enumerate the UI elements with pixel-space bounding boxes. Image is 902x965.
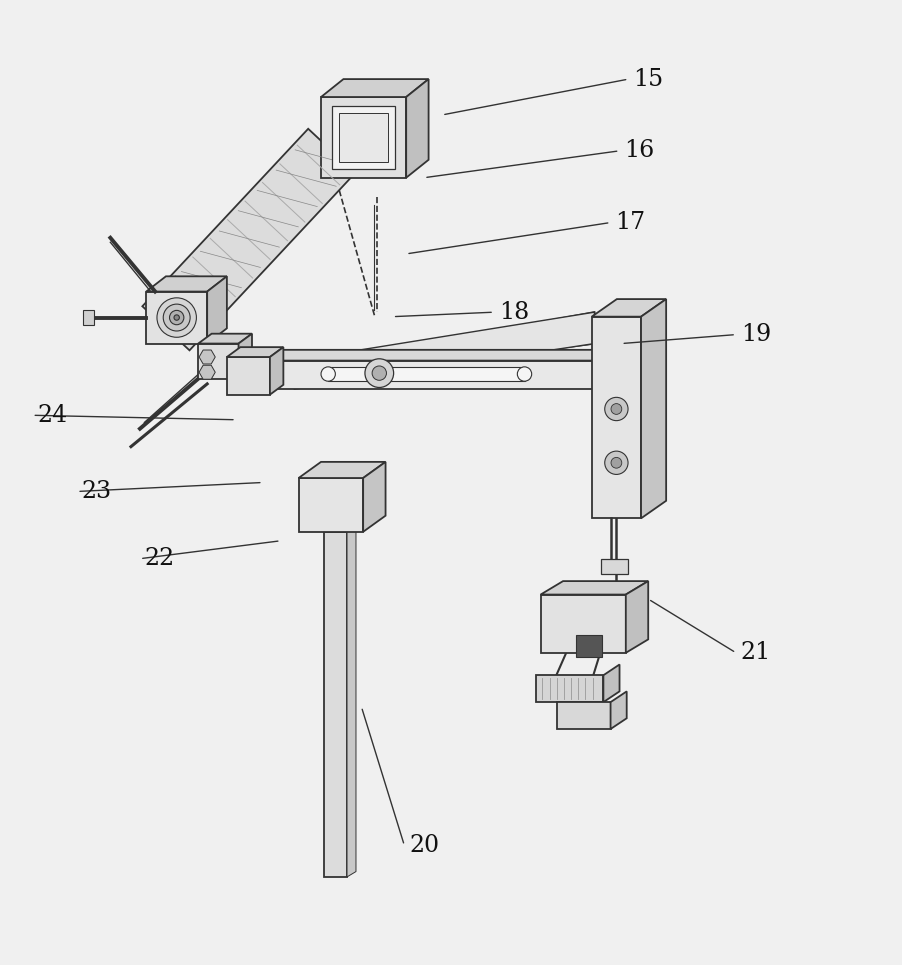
Text: 15: 15 bbox=[633, 68, 663, 91]
Circle shape bbox=[611, 403, 621, 414]
Polygon shape bbox=[198, 344, 238, 379]
Circle shape bbox=[373, 366, 386, 380]
Text: 22: 22 bbox=[144, 547, 175, 570]
Text: 24: 24 bbox=[37, 403, 68, 427]
Polygon shape bbox=[240, 350, 621, 361]
Polygon shape bbox=[146, 291, 207, 344]
Circle shape bbox=[611, 457, 621, 468]
Text: 18: 18 bbox=[499, 301, 529, 323]
Polygon shape bbox=[603, 665, 620, 703]
Text: 16: 16 bbox=[624, 139, 654, 162]
Polygon shape bbox=[294, 312, 594, 389]
Polygon shape bbox=[198, 334, 252, 344]
Circle shape bbox=[170, 311, 184, 325]
Polygon shape bbox=[270, 347, 283, 395]
Polygon shape bbox=[576, 635, 602, 657]
Circle shape bbox=[604, 398, 628, 421]
Polygon shape bbox=[199, 365, 216, 379]
Text: 17: 17 bbox=[615, 211, 645, 234]
Text: 21: 21 bbox=[741, 642, 771, 664]
Text: 20: 20 bbox=[409, 834, 439, 857]
Polygon shape bbox=[540, 594, 626, 653]
Polygon shape bbox=[641, 299, 667, 518]
Polygon shape bbox=[321, 97, 406, 178]
Polygon shape bbox=[240, 361, 603, 389]
Circle shape bbox=[163, 304, 190, 331]
Circle shape bbox=[321, 367, 336, 381]
Polygon shape bbox=[227, 347, 283, 357]
Circle shape bbox=[518, 367, 531, 381]
Polygon shape bbox=[328, 367, 524, 381]
Polygon shape bbox=[332, 106, 395, 169]
Polygon shape bbox=[238, 334, 252, 379]
Polygon shape bbox=[364, 462, 385, 532]
Polygon shape bbox=[347, 527, 356, 877]
Polygon shape bbox=[611, 691, 627, 729]
Polygon shape bbox=[324, 532, 347, 877]
Polygon shape bbox=[207, 276, 227, 344]
Circle shape bbox=[157, 298, 197, 338]
Text: 23: 23 bbox=[82, 480, 112, 503]
Polygon shape bbox=[321, 79, 428, 97]
Polygon shape bbox=[227, 357, 270, 395]
Polygon shape bbox=[536, 676, 603, 703]
Circle shape bbox=[604, 451, 628, 475]
Polygon shape bbox=[557, 703, 611, 729]
Polygon shape bbox=[146, 276, 227, 291]
Circle shape bbox=[174, 315, 179, 320]
Polygon shape bbox=[540, 581, 649, 594]
Polygon shape bbox=[601, 559, 628, 574]
Polygon shape bbox=[299, 478, 364, 532]
Polygon shape bbox=[199, 350, 216, 364]
Polygon shape bbox=[592, 317, 641, 518]
Polygon shape bbox=[592, 299, 667, 317]
Polygon shape bbox=[84, 311, 94, 325]
Polygon shape bbox=[299, 462, 385, 478]
Circle shape bbox=[365, 359, 393, 388]
Text: 19: 19 bbox=[741, 323, 771, 346]
Polygon shape bbox=[626, 581, 649, 653]
Polygon shape bbox=[339, 113, 388, 161]
Polygon shape bbox=[406, 79, 428, 178]
Polygon shape bbox=[143, 128, 355, 350]
